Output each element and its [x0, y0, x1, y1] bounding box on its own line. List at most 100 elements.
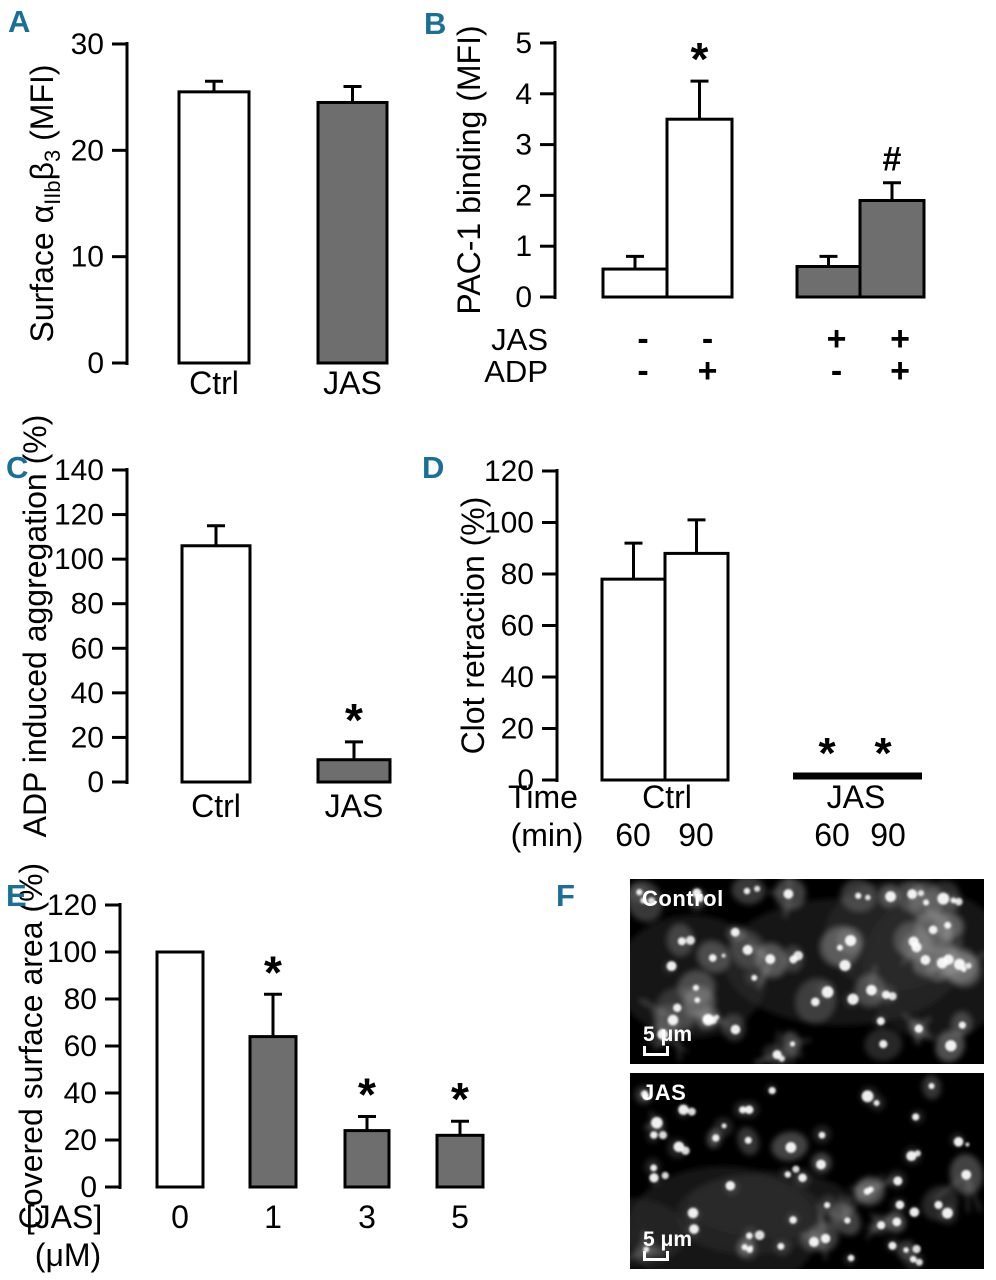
bar-E-0 [155, 950, 205, 1189]
group-sublabel-D-1-1: 90 [870, 817, 906, 853]
condition-sign-ADP-2: - [831, 352, 842, 390]
y-tick-label-E: 60 [64, 1030, 97, 1063]
y-tick-label-E: 80 [64, 983, 97, 1016]
bar-B-3 [858, 198, 926, 299]
y-tick-label-C: 0 [87, 766, 104, 799]
y-tick-label-C: 100 [54, 543, 104, 576]
y-tick-label-D: 0 [517, 764, 534, 797]
y-axis-title-B: PAC-1 binding (MFI) [451, 25, 487, 314]
bar-B-1 [665, 117, 734, 299]
y-tick-label-E: 20 [64, 1124, 97, 1157]
condition-sign-ADP-1: + [698, 352, 718, 390]
panel-label-f: F [556, 878, 575, 913]
bar-D-0-1 [663, 551, 730, 782]
x-category-E-1: 1 [264, 1199, 282, 1235]
condition-sign-ADP-0: - [637, 352, 648, 390]
bar-C-1 [316, 758, 392, 784]
condition-sign-JAS-1: - [702, 320, 713, 358]
micrograph-control: Control 5 μm [630, 879, 984, 1064]
y-tick-label-B: 5 [515, 27, 532, 60]
y-tick-label-A: 20 [71, 134, 104, 167]
significance-mark-B-3: # [883, 141, 902, 179]
significance-mark-C-1: * [345, 694, 363, 746]
condition-sign-JAS-0: - [637, 320, 648, 358]
y-tick-label-A: 0 [87, 347, 104, 380]
y-tick-label-A: 10 [71, 241, 104, 274]
significance-mark-E-2: * [358, 1069, 376, 1121]
bar-E-2 [343, 1129, 391, 1189]
x-axis-header-E-1: (μM) [35, 1237, 101, 1273]
y-tick-label-C: 140 [54, 454, 104, 487]
group-sublabel-D-0-1: 90 [678, 817, 714, 853]
group-label-D-0: Ctrl [642, 779, 692, 815]
significance-mark-D-zero-1: * [874, 729, 892, 778]
y-tick-label-E: 0 [80, 1171, 97, 1204]
y-tick-label-E: 40 [64, 1077, 97, 1110]
significance-mark-B-1: * [691, 33, 709, 85]
y-tick-label-D: 60 [501, 610, 534, 643]
bar-E-1 [248, 1035, 298, 1189]
bar-A-1 [316, 100, 389, 365]
condition-sign-ADP-3: + [890, 352, 910, 390]
x-axis-header-E-0: [JAS] [26, 1199, 102, 1235]
y-tick-label-B: 0 [515, 281, 532, 314]
condition-header-ADP: ADP [484, 354, 548, 389]
cell-cores [636, 885, 972, 1062]
y-tick-label-E: 100 [47, 936, 97, 969]
significance-mark-E-1: * [264, 946, 282, 998]
y-tick-label-B: 1 [515, 230, 532, 263]
group-sublabel-D-1-0: 60 [814, 817, 850, 853]
micrograph-jas-image [630, 1073, 984, 1269]
x-category-C-1: JAS [325, 788, 384, 824]
micrograph-control-label: Control [642, 886, 724, 911]
panel-label-d: D [422, 450, 445, 485]
x-axis-header-D-0: Time [508, 779, 578, 815]
y-tick-label-E: 120 [47, 889, 97, 922]
y-tick-label-C: 80 [71, 588, 104, 621]
x-category-C-0: Ctrl [191, 788, 241, 824]
cell-halos [630, 879, 984, 1064]
y-axis-title-D: Clot retraction (%) [455, 497, 491, 755]
x-category-E-3: 5 [451, 1199, 469, 1235]
x-category-E-0: 0 [171, 1199, 189, 1235]
scale-bar-control-text: 5 μm [643, 1023, 693, 1046]
y-tick-label-C: 60 [71, 632, 104, 665]
y-tick-label-C: 40 [71, 677, 104, 710]
y-tick-label-D: 20 [501, 713, 534, 746]
bar-B-0 [601, 267, 669, 299]
bar-E-3 [435, 1133, 485, 1189]
condition-sign-JAS-3: + [890, 320, 910, 358]
group-label-D-1: JAS [827, 779, 886, 815]
y-tick-label-C: 20 [71, 721, 104, 754]
cell-cores [640, 1082, 972, 1266]
panel-label-a: A [8, 4, 31, 39]
panel-label-e: E [6, 878, 27, 913]
bar-B-2 [795, 265, 862, 299]
scale-bar-jas-text: 5 μm [643, 1228, 693, 1251]
bar-D-0-0 [600, 577, 667, 782]
group-sublabel-D-0-0: 60 [615, 817, 651, 853]
y-axis-title-A: Surface αIIbβ3 (MFI) [24, 64, 65, 342]
significance-mark-D-zero-0: * [818, 729, 836, 778]
y-axis-title-C: ADP induced aggregation (%) [17, 415, 53, 838]
x-category-E-2: 3 [358, 1199, 376, 1235]
panel-label-b: B [424, 6, 447, 41]
y-axis-title-E: Covered surface area (%) [13, 863, 49, 1229]
condition-sign-JAS-2: + [827, 320, 847, 358]
scale-bar-control-line [643, 1046, 669, 1056]
micrograph-jas-label: JAS [642, 1080, 687, 1105]
bar-C-0 [180, 544, 252, 784]
micrograph-jas: JAS 5 μm [630, 1073, 984, 1269]
x-axis-header-D-1: (min) [511, 817, 584, 853]
y-tick-label-D: 80 [501, 558, 534, 591]
y-tick-label-C: 120 [54, 499, 104, 532]
y-tick-label-D: 100 [484, 507, 534, 540]
y-tick-label-B: 2 [515, 179, 532, 212]
y-tick-label-D: 40 [501, 661, 534, 694]
y-tick-label-B: 3 [515, 129, 532, 162]
micrograph-control-image [630, 879, 984, 1064]
